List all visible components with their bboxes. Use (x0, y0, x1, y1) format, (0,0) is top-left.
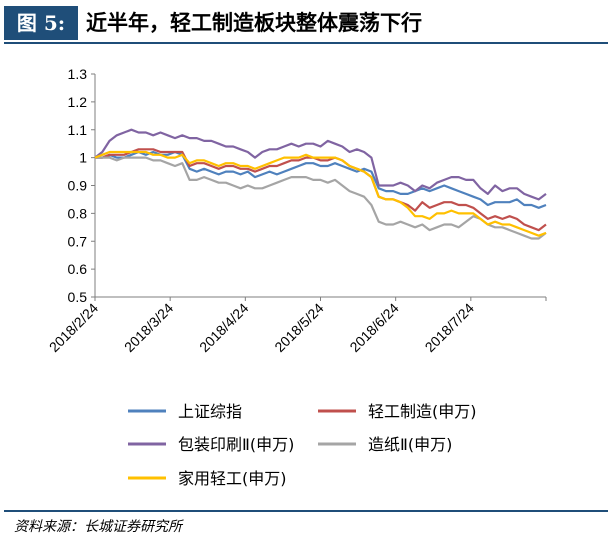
series-line-4 (94, 150, 547, 237)
y-tick-label: 1.1 (68, 122, 88, 138)
x-tick-label: 2018/3/24 (121, 300, 177, 356)
x-tick-label: 2018/4/24 (196, 300, 252, 356)
y-tick-label: 1.2 (68, 94, 88, 110)
series-line-3 (95, 156, 547, 240)
figure-header: 图 5: 近半年，轻工制造板块整体震荡下行 (4, 6, 608, 40)
source-note: 资料来源：长城证券研究所 (14, 519, 182, 535)
y-tick-label: 0.8 (68, 205, 88, 221)
header-divider (4, 42, 608, 44)
legend-label-1: 轻工制造(申万) (368, 402, 477, 421)
x-tick-label: 2018/2/24 (46, 300, 102, 356)
series-line-0 (95, 150, 547, 209)
legend-label-3: 造纸Ⅱ(申万) (368, 435, 452, 454)
figure-title: 近半年，轻工制造板块整体震荡下行 (86, 11, 422, 35)
y-tick-label: 0.7 (68, 233, 88, 249)
series-line-1 (95, 148, 547, 232)
y-tick-label: 0.6 (68, 261, 88, 277)
source-divider (4, 510, 608, 512)
x-tick-label: 2018/5/24 (271, 300, 327, 356)
y-tick-label: 0.5 (68, 289, 88, 305)
y-tick-label: 0.9 (68, 178, 88, 194)
y-tick-label: 1 (79, 150, 87, 166)
y-tick-label: 1.3 (68, 66, 88, 82)
figure-label: 图 5: (4, 6, 78, 40)
x-tick-label: 2018/6/24 (346, 300, 402, 356)
x-tick-label: 2018/7/24 (422, 300, 478, 356)
legend-label-2: 包装印刷Ⅱ(申万) (178, 435, 294, 454)
legend-label-0: 上证综指 (178, 402, 242, 421)
series-line-2 (94, 128, 547, 201)
legend-label-4: 家用轻工(申万) (178, 469, 287, 488)
